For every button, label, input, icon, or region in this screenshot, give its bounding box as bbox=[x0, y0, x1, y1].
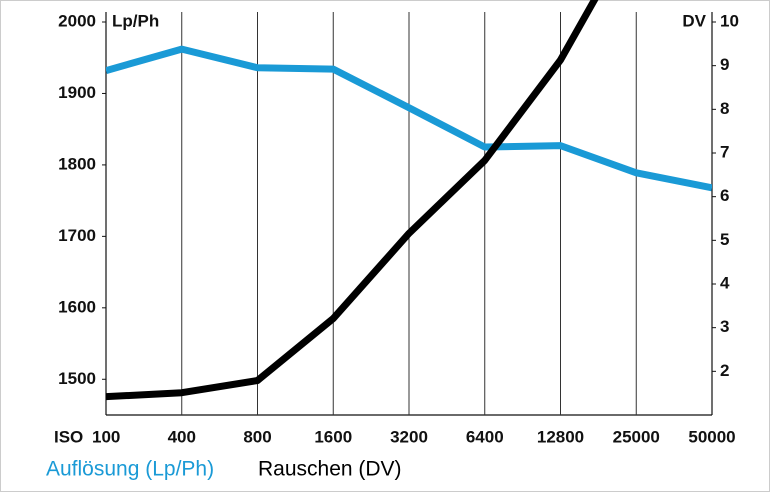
y-tick-label: 1500 bbox=[58, 369, 96, 388]
y-tick-label: 1700 bbox=[58, 226, 96, 245]
y-axis-label: Lp/Ph bbox=[112, 11, 159, 30]
legend-entry: Auflösung (Lp/Ph) bbox=[46, 458, 214, 481]
y2-tick-label: 9 bbox=[720, 55, 729, 74]
x-axis-label: ISO bbox=[54, 427, 83, 446]
x-tick-label: 400 bbox=[168, 427, 196, 446]
series-line bbox=[106, 0, 599, 401]
y2-tick-label: 3 bbox=[720, 317, 729, 336]
y2-tick-label: 8 bbox=[720, 99, 729, 118]
x-tick-label: 800 bbox=[243, 427, 271, 446]
y-tick-label: 1600 bbox=[58, 297, 96, 316]
series-line bbox=[106, 45, 712, 192]
x-tick-label: 1600 bbox=[314, 427, 352, 446]
plot-area bbox=[106, 0, 712, 401]
x-tick-label: 100 bbox=[92, 427, 120, 446]
y2-tick-label: 7 bbox=[720, 142, 729, 161]
x-tick-label: 50000 bbox=[688, 427, 735, 446]
x-tick-label: 12800 bbox=[537, 427, 584, 446]
y-tick-label: 1900 bbox=[58, 83, 96, 102]
x-tick-label: 25000 bbox=[613, 427, 660, 446]
legend-entry: Rauschen (DV) bbox=[258, 458, 402, 481]
y2-tick-label: 2 bbox=[720, 361, 729, 380]
y2-tick-label: 5 bbox=[720, 230, 729, 249]
y-tick-label: 1800 bbox=[58, 154, 96, 173]
x-tick-label: 3200 bbox=[390, 427, 428, 446]
y-tick-label: 2000 bbox=[58, 11, 96, 30]
y2-tick-label: 10 bbox=[720, 11, 739, 30]
y2-tick-label: 4 bbox=[720, 273, 730, 292]
y2-tick-label: 6 bbox=[720, 186, 729, 205]
y2-axis-label: DV bbox=[682, 11, 706, 30]
x-tick-label: 6400 bbox=[466, 427, 504, 446]
